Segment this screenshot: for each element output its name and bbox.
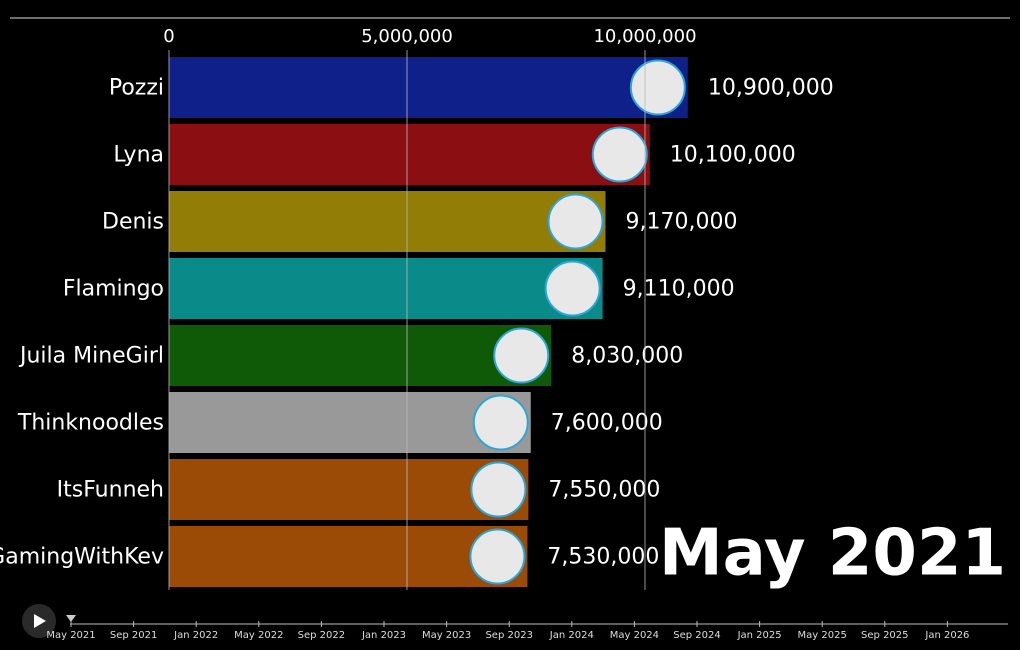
category-label: Pozzi — [109, 76, 164, 101]
bar — [169, 191, 606, 252]
value-label: 10,900,000 — [708, 76, 834, 101]
bar — [169, 392, 531, 453]
avatar — [547, 193, 604, 250]
bar — [169, 325, 552, 386]
avatar — [629, 59, 686, 116]
x-tick-label: 10,000,000 — [593, 26, 696, 47]
category-label: Denis — [102, 210, 164, 235]
timeline-label: May 2023 — [422, 630, 471, 641]
avatar — [472, 394, 529, 451]
timeline-label: Jan 2025 — [737, 630, 782, 641]
timeline-label: Jan 2024 — [549, 630, 594, 641]
category-label: Lyna — [113, 143, 164, 168]
value-label: 9,110,000 — [623, 277, 735, 302]
value-label: 7,530,000 — [547, 545, 659, 570]
bar — [169, 258, 603, 319]
bar — [169, 57, 688, 118]
category-label: Flamingo — [63, 277, 164, 302]
period-label: May 2021 — [659, 517, 1006, 591]
timeline-label: May 2022 — [234, 630, 283, 641]
timeline-label: Sep 2024 — [673, 630, 720, 641]
bar — [169, 459, 529, 520]
avatar — [469, 528, 526, 585]
value-label: 9,170,000 — [625, 210, 737, 235]
timeline-label: Jan 2026 — [924, 630, 969, 641]
timeline-label: May 2024 — [610, 630, 659, 641]
category-label: GamingWithKev — [0, 545, 164, 570]
category-label: Thinknoodles — [17, 411, 164, 436]
avatar — [591, 126, 648, 183]
timeline-label: May 2025 — [798, 630, 847, 641]
x-tick-label: 0 — [163, 26, 174, 47]
value-label: 7,550,000 — [548, 478, 660, 503]
category-label: ItsFunneh — [57, 478, 164, 503]
timeline-label: Sep 2022 — [298, 630, 345, 641]
category-label: Juila MineGirl — [18, 344, 164, 369]
avatar — [470, 461, 527, 518]
play-icon — [34, 614, 46, 628]
timeline-label: Jan 2022 — [173, 630, 218, 641]
timeline-label: Sep 2021 — [110, 630, 157, 641]
x-tick-label: 5,000,000 — [361, 26, 453, 47]
avatar — [493, 327, 550, 384]
timeline-label: Sep 2025 — [861, 630, 908, 641]
timeline-label: May 2021 — [46, 630, 95, 641]
timeline-handle[interactable] — [66, 615, 76, 622]
timeline-label: Sep 2023 — [485, 630, 532, 641]
avatar — [544, 260, 601, 317]
value-label: 10,100,000 — [670, 143, 796, 168]
value-label: 8,030,000 — [571, 344, 683, 369]
bar — [169, 124, 650, 185]
bar — [169, 526, 528, 587]
value-label: 7,600,000 — [551, 411, 663, 436]
timeline-label: Jan 2023 — [361, 630, 406, 641]
